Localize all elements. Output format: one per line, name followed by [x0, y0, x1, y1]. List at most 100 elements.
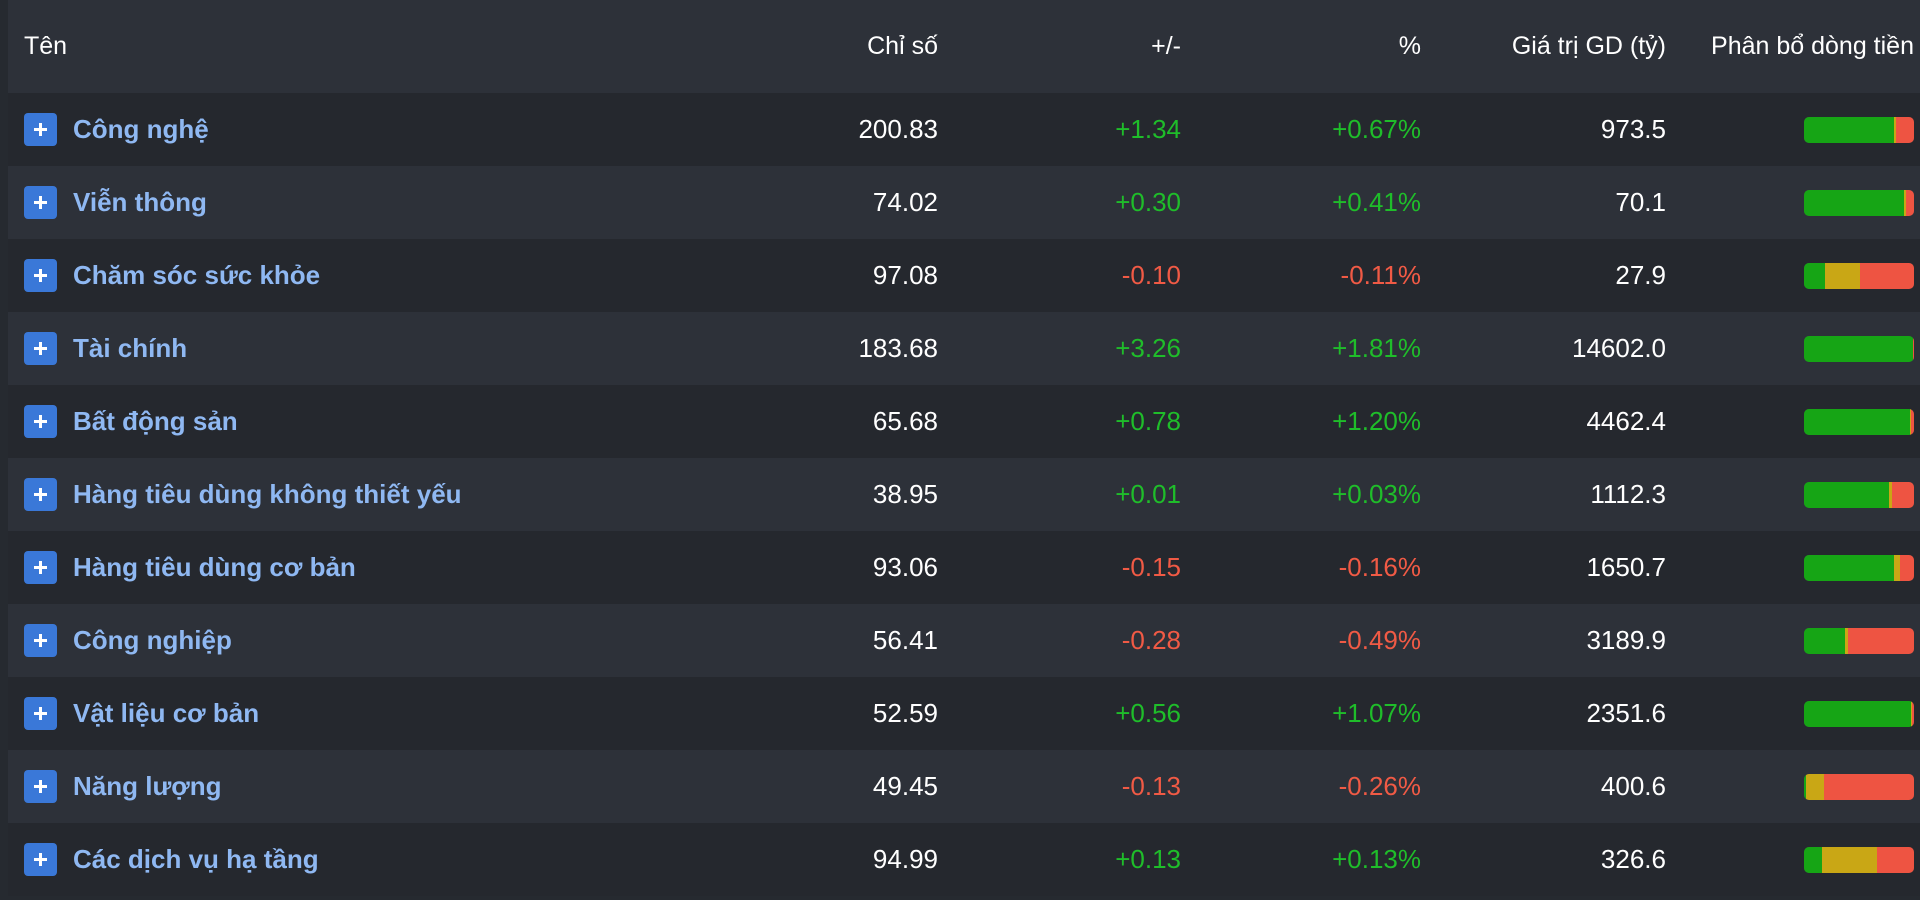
expand-plus-icon[interactable] [24, 186, 57, 219]
expand-plus-icon[interactable] [24, 624, 57, 657]
money-flow-bar[interactable] [1804, 262, 1914, 289]
money-flow-bar[interactable] [1804, 554, 1914, 581]
sector-name-link[interactable]: Năng lượng [73, 771, 222, 801]
table-row[interactable]: Năng lượng 49.45 -0.13 -0.26% 400.6 [8, 750, 1920, 823]
percent-value: +0.03% [1332, 479, 1421, 509]
flow-down-segment [1910, 408, 1914, 435]
trade-value: 27.9 [1615, 260, 1666, 290]
expand-plus-icon[interactable] [24, 259, 57, 292]
percent-value: +0.13% [1332, 844, 1421, 874]
expand-plus-icon[interactable] [24, 551, 57, 584]
expand-plus-icon[interactable] [24, 843, 57, 876]
flow-cell [1698, 239, 1914, 312]
sector-name-link[interactable]: Vật liệu cơ bản [73, 698, 260, 728]
table-row[interactable]: Các dịch vụ hạ tầng 94.99 +0.13 +0.13% 326.6 [8, 823, 1920, 896]
sector-name-link[interactable]: Bất động sản [73, 406, 238, 436]
flow-up-segment [1804, 335, 1913, 362]
table-row[interactable]: Hàng tiêu dùng cơ bản 93.06 -0.15 -0.16% 165… [8, 531, 1920, 604]
sector-name-cell: Công nghệ [24, 93, 724, 166]
trade-value: 3189.9 [1586, 625, 1666, 655]
change-value: -0.10 [1121, 260, 1181, 290]
table-row[interactable]: Viễn thông 74.02 +0.30 +0.41% 70.1 [8, 166, 1920, 239]
change-value: -0.28 [1121, 625, 1181, 655]
table-row[interactable]: Bất động sản 65.68 +0.78 +1.20% 4462.4 [8, 385, 1920, 458]
change-value: +0.30 [1115, 187, 1181, 217]
table-row[interactable]: Tài chính 183.68 +3.26 +1.81% 14602.0 [8, 312, 1920, 385]
flow-up-segment [1804, 262, 1825, 289]
flow-cell [1698, 531, 1914, 604]
header-flow[interactable]: Phân bổ dòng tiền [1711, 32, 1914, 60]
sector-name-link[interactable]: Tài chính [73, 333, 188, 363]
table-row[interactable]: Công nghiệp 56.41 -0.28 -0.49% 3189.9 [8, 604, 1920, 677]
sector-name-link[interactable]: Công nghiệp [73, 625, 232, 655]
percent-value: +1.20% [1332, 406, 1421, 436]
sector-name-link[interactable]: Viễn thông [73, 187, 207, 217]
money-flow-bar[interactable] [1804, 335, 1914, 362]
header-value[interactable]: Giá trị GD (tỷ) [1511, 32, 1666, 60]
index-value: 65.68 [872, 406, 938, 436]
table-header: Tên Chỉ số +/- % Giá trị GD (tỷ) Phân bổ… [8, 0, 1920, 93]
sector-name-link[interactable]: Chăm sóc sức khỏe [73, 260, 321, 290]
header-name[interactable]: Tên [24, 32, 68, 60]
sector-name-link[interactable]: Hàng tiêu dùng cơ bản [73, 552, 356, 582]
change-value: +3.26 [1115, 333, 1181, 363]
sector-name-link[interactable]: Công nghệ [73, 114, 209, 144]
flow-flat-segment [1894, 116, 1897, 143]
table-row[interactable]: Hàng tiêu dùng không thiết yếu 38.95 +0.01… [8, 458, 1920, 531]
money-flow-bar[interactable] [1804, 627, 1914, 654]
money-flow-bar[interactable] [1804, 116, 1914, 143]
flow-up-segment [1804, 408, 1910, 435]
header-change[interactable]: +/- [1151, 32, 1181, 60]
sector-name-link[interactable]: Hàng tiêu dùng không thiết yếu [73, 479, 462, 509]
index-value: 52.59 [872, 698, 938, 728]
flow-up-segment [1804, 554, 1895, 581]
flow-up-segment [1804, 700, 1911, 727]
trade-value: 1112.3 [1590, 479, 1666, 509]
flow-cell [1698, 166, 1914, 239]
header-index[interactable]: Chỉ số [867, 32, 938, 60]
flow-down-segment [1847, 627, 1914, 654]
table-row[interactable]: Công nghệ 200.83 +1.34 +0.67% 973.5 [8, 93, 1920, 166]
sector-name-cell: Hàng tiêu dùng không thiết yếu [24, 458, 724, 531]
flow-up-segment [1804, 116, 1895, 143]
trade-value: 14602.0 [1572, 333, 1666, 363]
percent-value: +0.67% [1332, 114, 1421, 144]
expand-plus-icon[interactable] [24, 405, 57, 438]
expand-plus-icon[interactable] [24, 113, 57, 146]
money-flow-bar[interactable] [1804, 773, 1914, 800]
expand-plus-icon[interactable] [24, 332, 57, 365]
sector-name-cell: Năng lượng [24, 750, 724, 823]
expand-plus-icon[interactable] [24, 478, 57, 511]
money-flow-bar[interactable] [1804, 481, 1914, 508]
money-flow-bar[interactable] [1804, 189, 1914, 216]
sector-name-cell: Viễn thông [24, 166, 724, 239]
index-value: 38.95 [872, 479, 938, 509]
flow-cell [1698, 677, 1914, 750]
sector-name-cell: Bất động sản [24, 385, 724, 458]
flow-down-segment [1906, 189, 1914, 216]
change-value: -0.13 [1121, 771, 1181, 801]
money-flow-bar[interactable] [1804, 700, 1914, 727]
flow-up-segment [1804, 773, 1807, 800]
flow-down-segment [1876, 846, 1914, 873]
money-flow-bar[interactable] [1804, 846, 1914, 873]
trade-value: 1650.7 [1586, 552, 1666, 582]
flow-cell [1698, 458, 1914, 531]
money-flow-bar[interactable] [1804, 408, 1914, 435]
trade-value: 400.6 [1600, 771, 1666, 801]
flow-flat-segment [1909, 408, 1911, 435]
flow-flat-segment [1821, 846, 1877, 873]
expand-plus-icon[interactable] [24, 697, 57, 730]
table-row[interactable]: Chăm sóc sức khỏe 97.08 -0.10 -0.11% 27.9 [8, 239, 1920, 312]
expand-plus-icon[interactable] [24, 770, 57, 803]
trade-value: 973.5 [1600, 114, 1666, 144]
table-row[interactable]: Vật liệu cơ bản 52.59 +0.56 +1.07% 2351.6 [8, 677, 1920, 750]
header-percent[interactable]: % [1398, 32, 1421, 60]
sector-name-cell: Vật liệu cơ bản [24, 677, 724, 750]
change-value: +0.78 [1115, 406, 1181, 436]
index-value: 183.68 [858, 333, 938, 363]
flow-up-segment [1804, 846, 1822, 873]
sector-name-cell: Các dịch vụ hạ tầng [24, 823, 724, 896]
sector-name-link[interactable]: Các dịch vụ hạ tầng [73, 844, 319, 874]
flow-flat-segment [1904, 189, 1907, 216]
